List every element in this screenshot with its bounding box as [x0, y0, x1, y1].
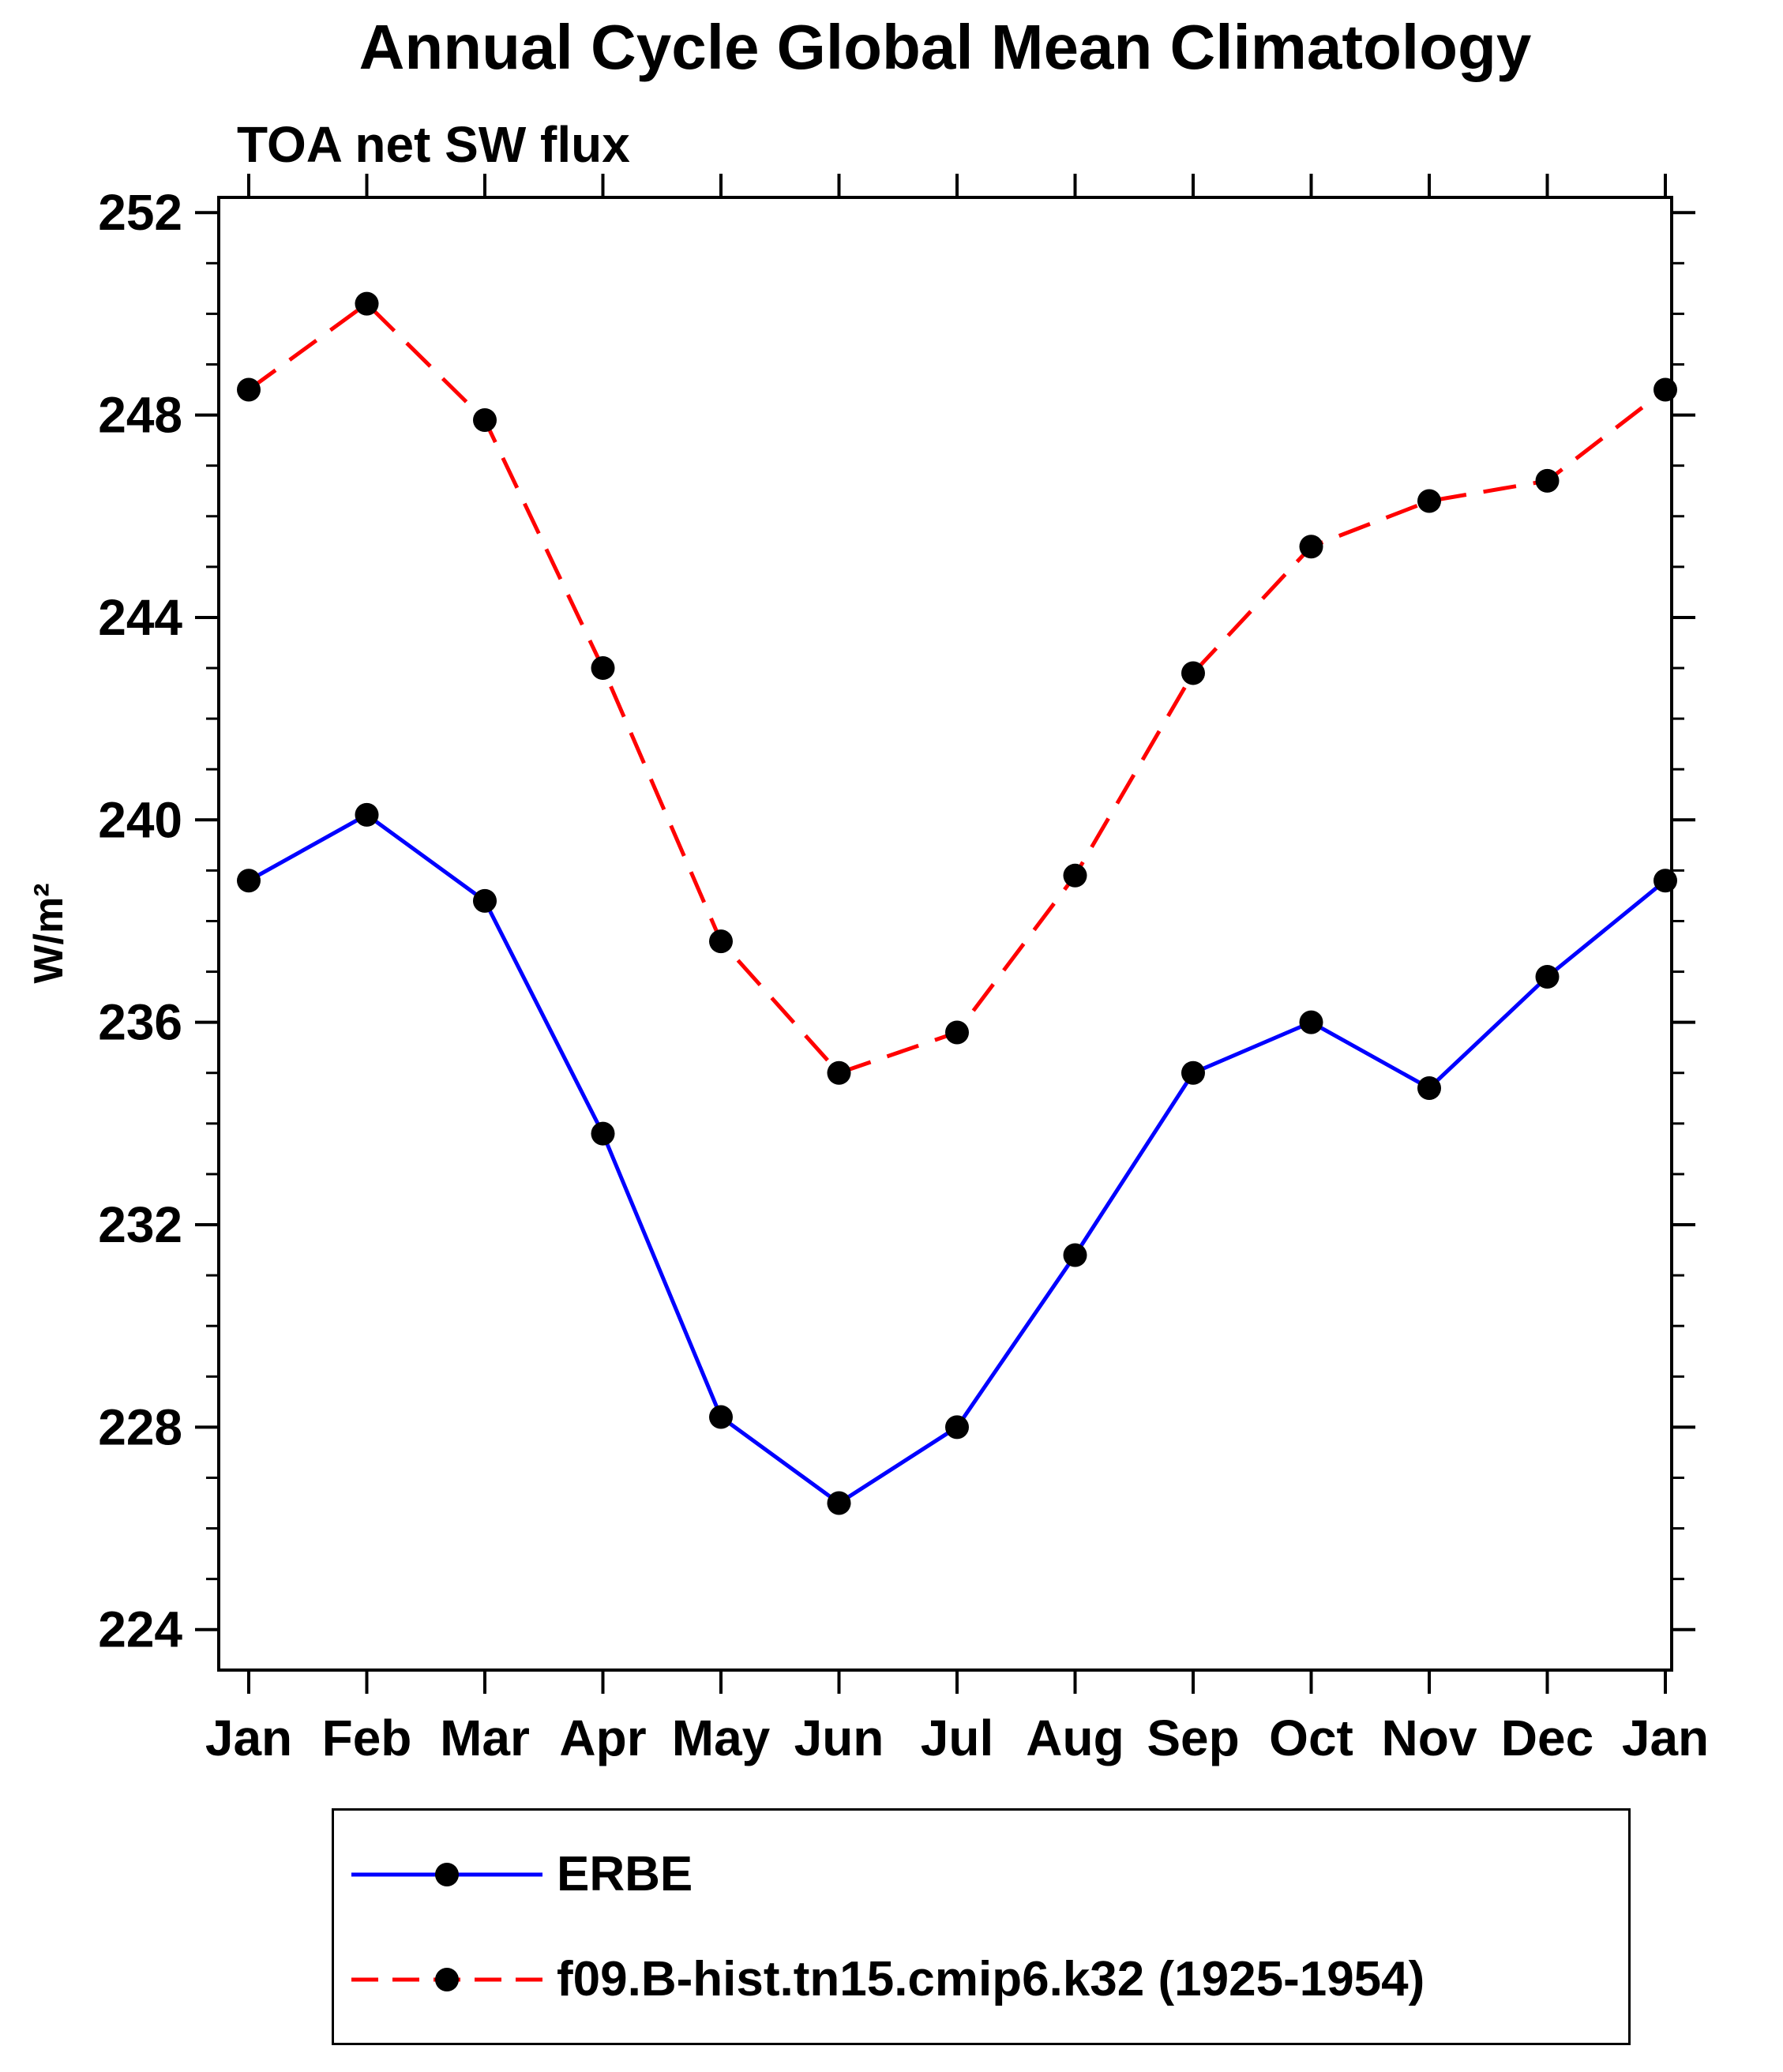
x-tick-label: Jan: [1622, 1710, 1709, 1766]
data-point-marker: [1653, 869, 1677, 893]
data-point-marker: [473, 407, 497, 432]
legend-item-model: f09.B-hist.tn15.cmip6.k32 (1925-1954): [348, 1951, 1620, 2007]
legend: ERBE f09.B-hist.tn15.cmip6.k32 (1925-195…: [332, 1808, 1631, 2045]
data-point-marker: [1181, 1060, 1205, 1085]
data-point-marker: [237, 869, 261, 893]
data-point-marker: [591, 1121, 615, 1146]
data-point-marker: [1653, 377, 1677, 402]
legend-label-erbe: ERBE: [557, 1847, 693, 1901]
legend-line-sample-model: [351, 1967, 542, 1991]
data-point-marker: [1299, 535, 1323, 559]
x-tick-label: Jul: [921, 1710, 993, 1766]
y-tick-label: 236: [98, 994, 182, 1051]
data-point-marker: [1535, 964, 1560, 989]
data-point-marker: [945, 1020, 969, 1045]
data-point-marker: [945, 1415, 969, 1440]
y-tick-label: 228: [98, 1398, 182, 1455]
x-tick-label: Mar: [440, 1710, 530, 1766]
legend-label-model: f09.B-hist.tn15.cmip6.k32 (1925-1954): [557, 1952, 1425, 2006]
x-tick-label: Aug: [1026, 1710, 1124, 1766]
chart-subtitle: TOA net SW flux: [237, 116, 630, 173]
data-point-marker: [237, 377, 261, 402]
y-tick-label: 240: [98, 791, 182, 848]
data-point-marker: [1063, 863, 1087, 888]
y-tick-label: 232: [98, 1196, 182, 1253]
y-tick-label: 224: [98, 1601, 182, 1658]
data-point-marker: [1063, 1243, 1087, 1267]
y-tick-label: 248: [98, 387, 182, 444]
data-point-marker: [591, 656, 615, 681]
chart-title: Annual Cycle Global Mean Climatology: [358, 12, 1532, 82]
series-line-model: [247, 301, 1667, 1075]
x-tick-label: Apr: [559, 1710, 646, 1766]
y-tick-label: 244: [98, 589, 182, 646]
data-point-marker: [1417, 489, 1441, 513]
data-point-marker: [1535, 468, 1560, 493]
data-point-marker: [827, 1060, 851, 1085]
x-tick-label: Nov: [1382, 1710, 1477, 1766]
legend-item-erbe: ERBE: [348, 1846, 1620, 1902]
x-tick-label: Dec: [1501, 1710, 1593, 1766]
data-point-marker: [709, 929, 733, 954]
data-point-marker: [355, 802, 379, 827]
data-point-marker: [827, 1491, 851, 1515]
data-point-marker: [473, 888, 497, 913]
data-point-marker: [355, 291, 379, 316]
series-line-erbe: [247, 812, 1667, 1506]
x-tick-label: Feb: [322, 1710, 412, 1766]
x-tick-label: Jun: [794, 1710, 884, 1766]
x-tick-label: Jan: [205, 1710, 292, 1766]
x-tick-label: May: [672, 1710, 771, 1766]
x-tick-label: Sep: [1147, 1710, 1239, 1766]
legend-line-sample-erbe: [351, 1862, 542, 1886]
data-point-marker: [1299, 1010, 1323, 1034]
data-point-marker: [1417, 1075, 1441, 1100]
x-tick-label: Oct: [1269, 1710, 1353, 1766]
data-point-marker: [1181, 661, 1205, 685]
y-tick-label: 252: [98, 184, 182, 241]
data-point-marker: [709, 1405, 733, 1429]
